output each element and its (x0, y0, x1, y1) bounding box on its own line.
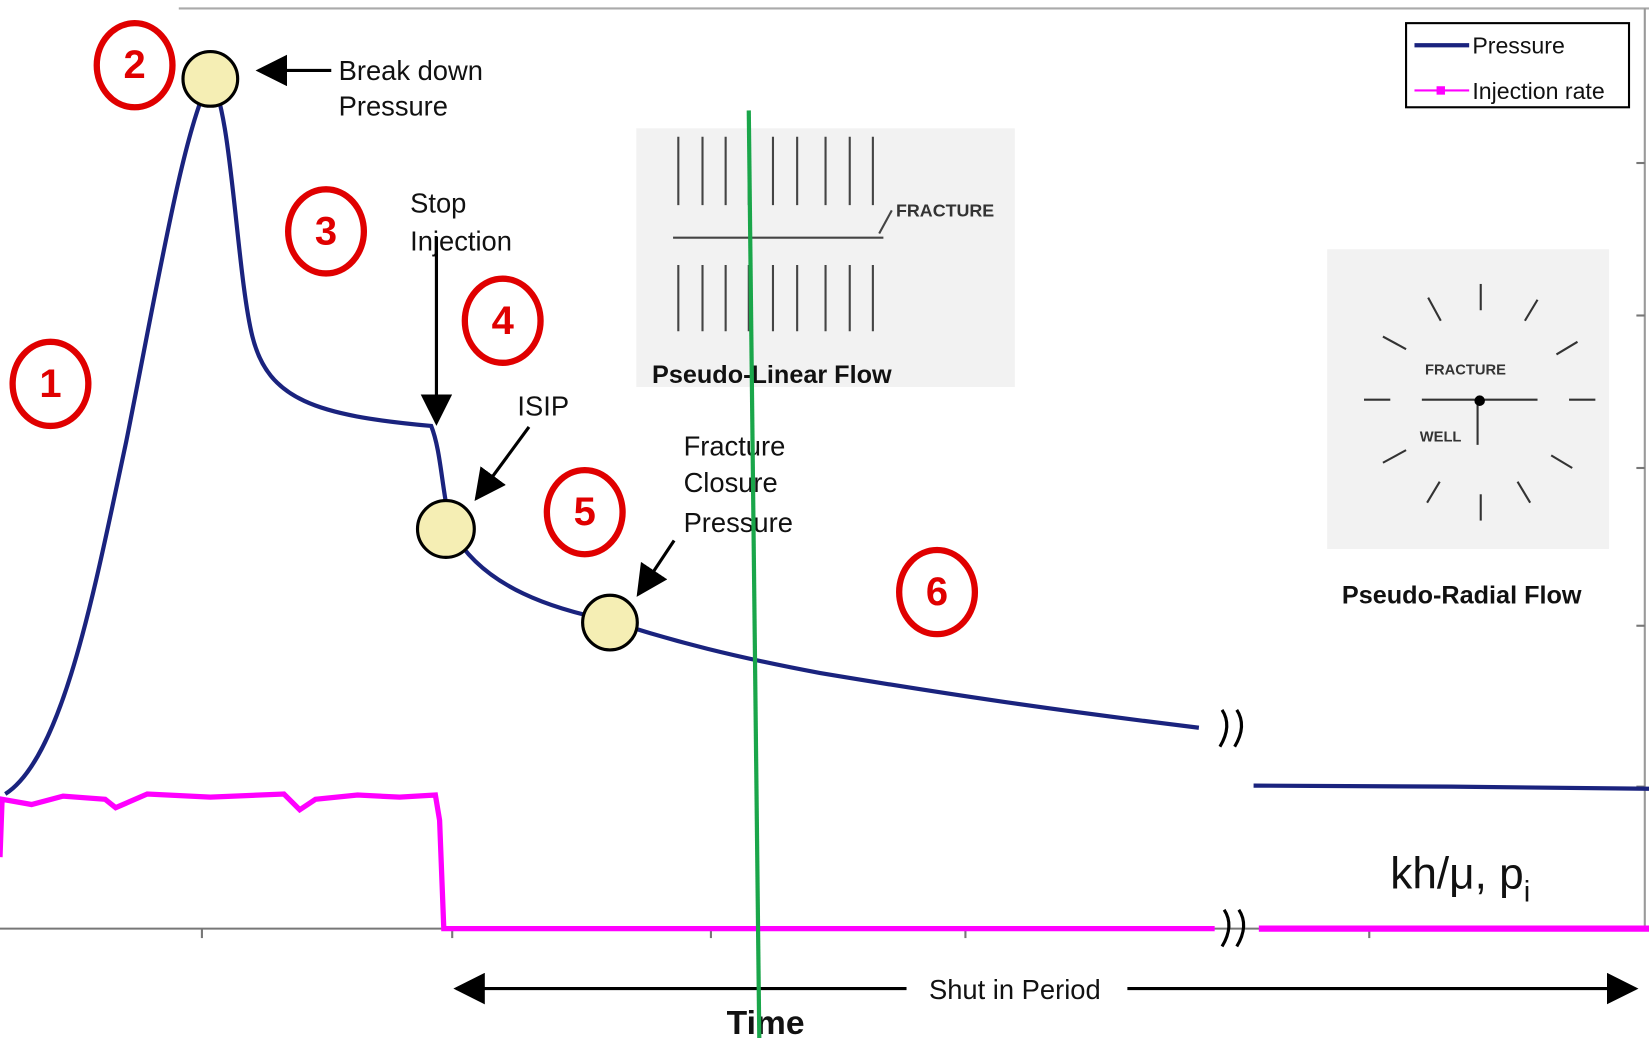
pressure-curve (5, 79, 1199, 794)
legend-label: Injection rate (1472, 78, 1604, 104)
stage-number: 6 (926, 570, 948, 614)
shut-in-label: Shut in Period (929, 974, 1101, 1005)
inset-title: Pseudo-Radial Flow (1342, 582, 1582, 610)
annotation: Pressure (684, 507, 793, 538)
diagram: FRACTURE Pseudo-Linear Flow FRACTURE WEL… (0, 0, 1649, 1038)
annotation: Fracture (684, 430, 786, 461)
well-label: WELL (1420, 430, 1462, 446)
pressure-curve-late (1254, 786, 1649, 789)
event-markers (183, 52, 637, 650)
annotation: Stop (410, 187, 466, 218)
stage-number: 3 (315, 209, 337, 253)
fracture-label: FRACTURE (896, 201, 994, 221)
annotation-arrow (638, 541, 674, 595)
stage-number: 4 (492, 299, 514, 343)
inset-title: Pseudo-Linear Flow (652, 361, 892, 389)
x-axis-title: Time (727, 1005, 805, 1038)
radial-flow-inset: FRACTURE WELL Pseudo-Radial Flow (1327, 249, 1609, 609)
annotation-arrow (476, 427, 529, 499)
annotation: Break down (339, 55, 483, 86)
annotation: ISIP (517, 390, 569, 421)
injection-curve (0, 794, 1215, 929)
legend: Pressure Injection rate (1406, 23, 1629, 107)
page: {"legend": {"items": ["Pressure", "Injec… (0, 0, 1649, 1038)
stage-number: 5 (574, 490, 596, 534)
annotation: Injection (410, 225, 512, 256)
axis-breaks (1220, 710, 1244, 947)
parameters-sub: i (1524, 875, 1531, 908)
stage-number: 1 (39, 362, 61, 406)
linear-flow-inset: FRACTURE Pseudo-Linear Flow (636, 128, 1015, 389)
annotation: Pressure (339, 91, 448, 122)
annotation: Closure (684, 467, 778, 498)
fracture-label: FRACTURE (1425, 362, 1506, 378)
stage-number: 2 (123, 43, 145, 87)
legend-label: Pressure (1472, 33, 1565, 59)
parameters: kh/μ, pi (1390, 850, 1530, 909)
parameters-main: kh/μ, p (1390, 850, 1523, 899)
